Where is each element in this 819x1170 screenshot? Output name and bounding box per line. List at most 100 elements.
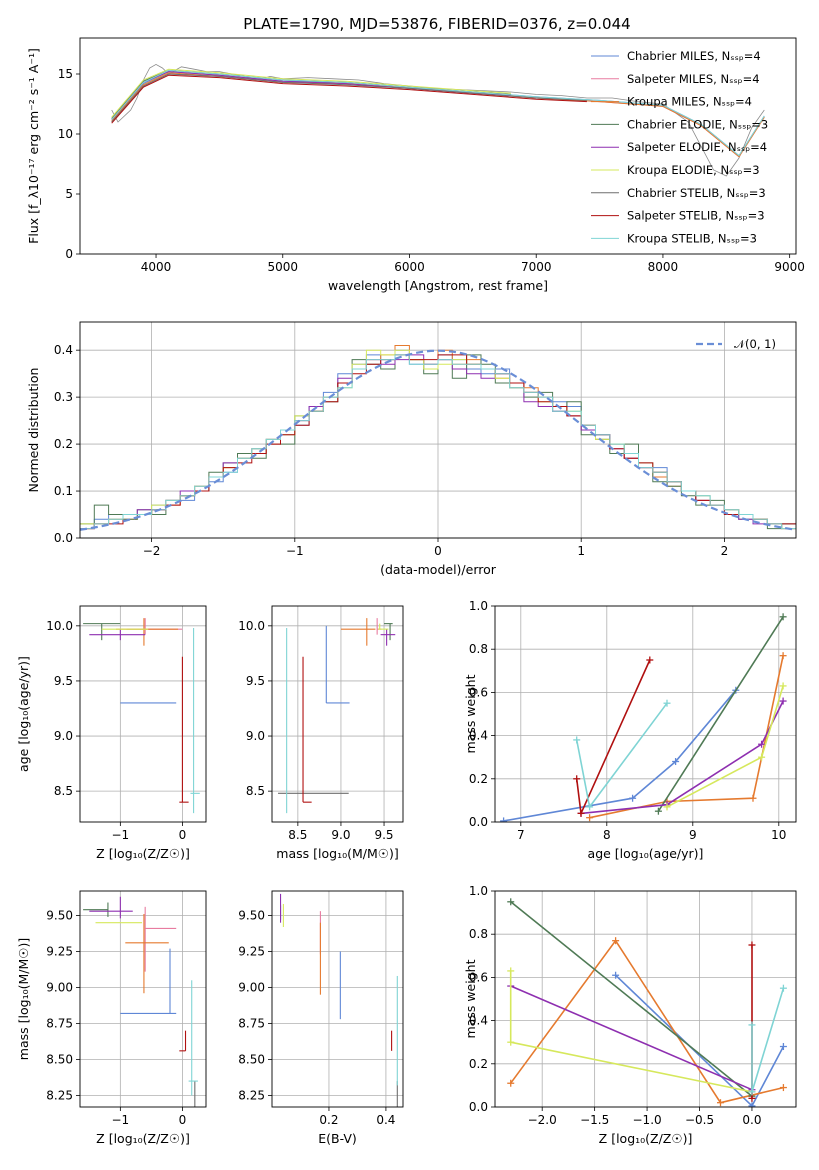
- legend-label: Salpeter MILES, Nₛₛₚ=4: [627, 72, 760, 86]
- errorbar-point: [126, 618, 183, 635]
- y-tick-label: 0.2: [54, 437, 73, 451]
- errorbar-point: [302, 656, 312, 803]
- y-tick-label: 9.50: [46, 908, 73, 922]
- model-line: [111, 69, 765, 157]
- legend-item: Chabrier MILES, Nₛₛₚ=4: [591, 49, 761, 63]
- x-tick-label: 0: [179, 1113, 187, 1127]
- axes-frame: [79, 37, 797, 255]
- y-tick-label: 0.6: [469, 685, 488, 699]
- y-tick-label: 0.8: [469, 927, 488, 941]
- plus-marker: [663, 699, 671, 707]
- model-line: [111, 68, 511, 118]
- x-tick-label: 8000: [648, 260, 679, 274]
- normal-curve: [80, 349, 796, 531]
- errorbar-point: [83, 623, 121, 641]
- axes-frame: [271, 890, 404, 1108]
- errorbar-point: [144, 906, 177, 972]
- x-tick-label: 0: [179, 828, 187, 842]
- errorbar-point: [179, 1030, 187, 1052]
- figure-title: PLATE=1790, MJD=53876, FIBERID=0376, z=0…: [243, 15, 630, 33]
- y-tick-label: 9.25: [238, 944, 265, 958]
- legend-item: Chabrier STELIB, Nₛₛₚ=3: [591, 186, 766, 200]
- y-tick-label: 0.1: [54, 484, 73, 498]
- plot-area: [278, 618, 396, 814]
- plus-marker: [586, 814, 594, 822]
- y-tick-label: 0: [65, 247, 73, 261]
- panel-age-vs-Z: −1 0 8.5 9.0 9.5 10.0 Z [log₁₀(Z/Z☉)] age [log₁…: [16, 605, 207, 861]
- legend-item: Salpeter STELIB, Nₛₛₚ=3: [591, 209, 765, 223]
- y-tick-label: 0.4: [469, 729, 488, 743]
- y-tick-label: 8.50: [238, 1052, 265, 1066]
- x-tick-label: −2.0: [528, 1113, 557, 1127]
- x-axis-label: Z [log₁₀(Z/Z☉)]: [599, 1131, 693, 1146]
- model-line: [111, 73, 587, 123]
- x-tick-label: −1.5: [580, 1113, 609, 1127]
- y-tick-label: 0.8: [469, 642, 488, 656]
- x-tick-label: 0: [434, 544, 442, 558]
- legend-item: Kroupa MILES, Nₛₛₚ=4: [591, 95, 752, 109]
- plus-marker: [612, 937, 620, 945]
- y-axis-label: mass [log₁₀(M/M☉)]: [16, 938, 31, 1060]
- x-tick-label: −1: [111, 828, 129, 842]
- plot-area: [83, 618, 200, 814]
- x-axis-label: (data-model)/error: [380, 562, 497, 577]
- y-tick-label: 9.25: [46, 944, 73, 958]
- x-tick-label: −1: [111, 1113, 129, 1127]
- model-line: [111, 74, 587, 124]
- x-tick-label: 2: [721, 544, 729, 558]
- y-tick-label: 8.75: [238, 1016, 265, 1030]
- panel-mass-weight-vs-Z: −2.0 −1.5 −1.0 −0.5 0.0 0.0 0.2 0.4 0.6 0.8 1.0 Z […: [463, 884, 797, 1146]
- x-tick-label: 8.5: [288, 828, 307, 842]
- x-tick-label: 0.4: [376, 1113, 395, 1127]
- plus-marker: [749, 794, 757, 802]
- axes-frame: [79, 605, 207, 823]
- plus-marker: [573, 775, 581, 783]
- plus-marker: [779, 984, 787, 992]
- x-tick-label: −1: [286, 544, 304, 558]
- y-axis-label: mass weight: [463, 674, 478, 753]
- legend-label: Salpeter STELIB, Nₛₛₚ=3: [627, 209, 765, 223]
- x-tick-label: 0.0: [742, 1113, 761, 1127]
- y-tick-label: 0.0: [469, 815, 488, 829]
- x-tick-label: 9.5: [374, 828, 393, 842]
- plot-area: [500, 613, 787, 822]
- y-tick-label: 0.4: [54, 343, 73, 357]
- plus-marker: [779, 697, 787, 705]
- x-tick-label: 1: [577, 544, 585, 558]
- plus-marker: [672, 758, 680, 766]
- y-tick-label: 0.6: [469, 970, 488, 984]
- legend-label: 𝒩(0, 1): [734, 337, 776, 351]
- y-tick-label: 8.25: [238, 1088, 265, 1102]
- y-tick-label: 0.0: [54, 531, 73, 545]
- legend-item: Salpeter MILES, Nₛₛₚ=4: [591, 72, 760, 86]
- legend-item: Salpeter ELODIE, Nₛₛₚ=4: [591, 140, 767, 154]
- x-axis-label: wavelength [Angstrom, rest frame]: [328, 278, 548, 293]
- x-axis-label: E(B-V): [318, 1131, 357, 1146]
- x-tick-label: 9.0: [331, 828, 350, 842]
- plus-marker: [758, 753, 766, 761]
- plus-marker: [779, 613, 787, 621]
- plus-marker: [748, 1094, 756, 1102]
- x-tick-label: 6000: [394, 260, 425, 274]
- plot-area: [111, 63, 765, 177]
- plus-marker: [779, 1084, 787, 1092]
- y-tick-label: 0.4: [469, 1014, 488, 1028]
- errorbar-point: [89, 629, 146, 641]
- y-tick-label: 0.0: [469, 1100, 488, 1114]
- x-tick-label: −1.0: [633, 1113, 662, 1127]
- plus-marker: [507, 1079, 515, 1087]
- plus-marker: [663, 803, 671, 811]
- y-tick-label: 0.3: [54, 390, 73, 404]
- plus-marker: [500, 817, 508, 822]
- data-spectrum-line: [111, 63, 765, 177]
- y-tick-label: 9.0: [246, 729, 265, 743]
- errorbar-point: [380, 629, 396, 646]
- legend-item: Kroupa STELIB, Nₛₛₚ=3: [591, 231, 757, 245]
- plus-marker: [629, 794, 637, 802]
- errorbar-point: [89, 896, 133, 919]
- legend-label: Chabrier MILES, Nₛₛₚ=4: [627, 49, 761, 63]
- plus-marker: [507, 1038, 515, 1046]
- y-axis-label: Flux [f_λ10⁻¹⁷ erg cm⁻² s⁻¹ A⁻¹]: [26, 48, 41, 244]
- x-axis-label: Z [log₁₀(Z/Z☉)]: [96, 1131, 190, 1146]
